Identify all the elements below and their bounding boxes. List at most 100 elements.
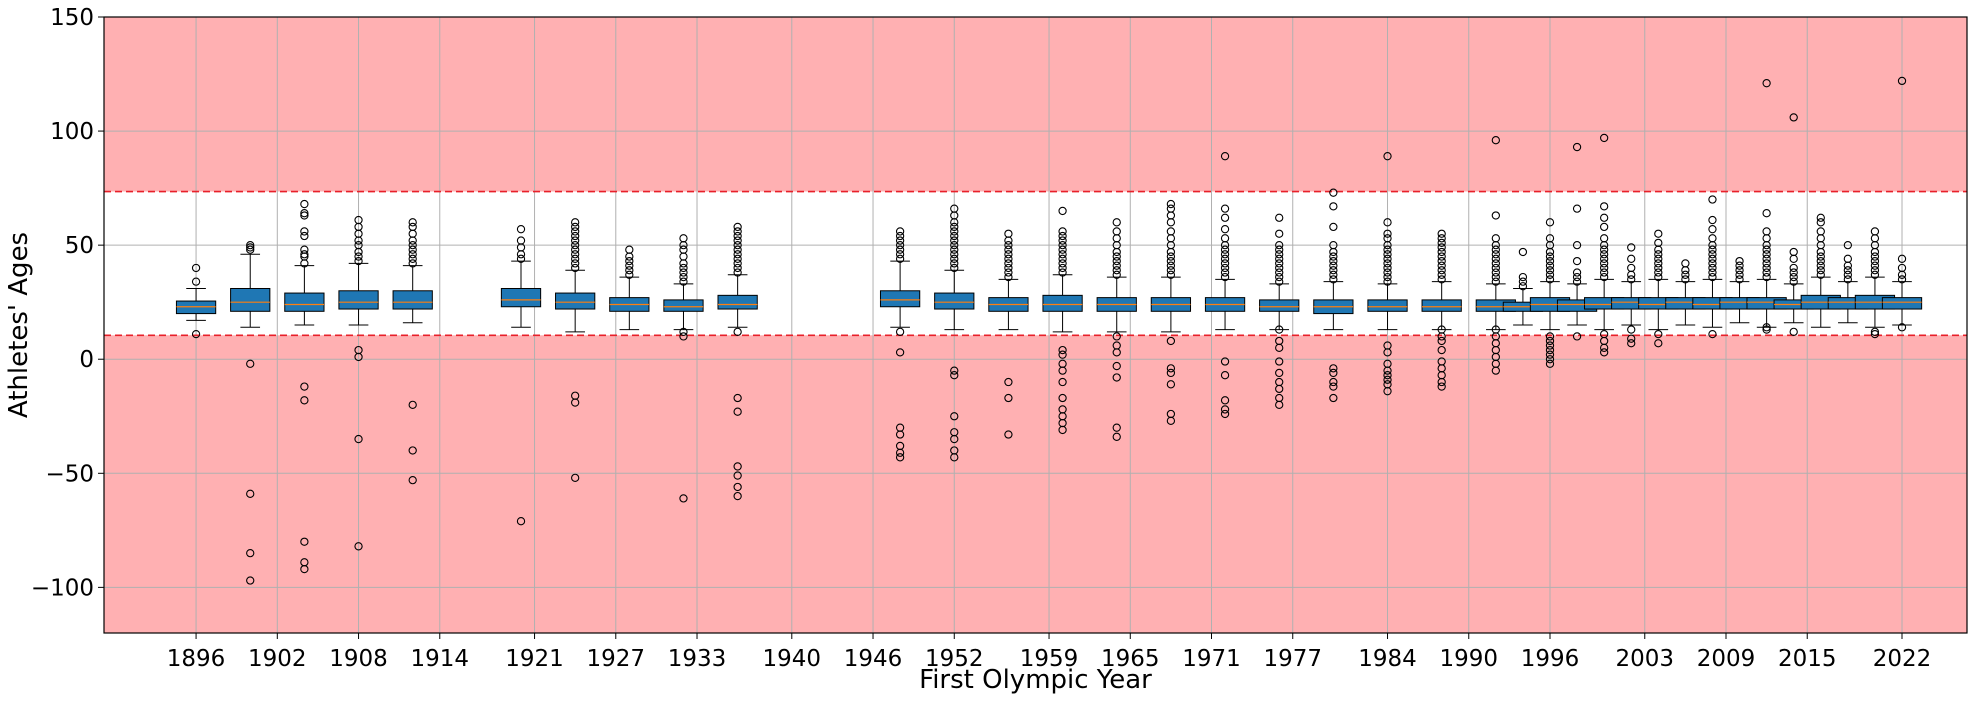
outlier-point (1735, 256, 1744, 266)
outlier-point (1599, 133, 1609, 143)
outlier-point (1383, 272, 1392, 282)
outlier-point (1166, 199, 1176, 209)
outlier-point (950, 259, 959, 268)
outlier-point (1870, 256, 1880, 266)
outlier-point (1816, 213, 1825, 222)
outlier-point (1491, 263, 1500, 273)
outlier-point (1275, 245, 1284, 254)
outlier-point (733, 250, 742, 259)
outlier-point (1329, 188, 1338, 197)
outlier-point (1708, 263, 1717, 273)
outlier-point (1220, 250, 1230, 259)
outlier-point (1166, 380, 1176, 389)
outlier-point (679, 245, 688, 254)
outlier-point (679, 277, 688, 286)
outlier-point (516, 236, 526, 245)
outlier-point (571, 236, 580, 245)
outlier-point (1166, 204, 1176, 213)
outlier-point (1437, 275, 1446, 284)
outlier-point (1708, 195, 1717, 204)
outlier-point (300, 250, 309, 259)
y-tick-label: 150 (50, 5, 94, 31)
outlier-point (1383, 348, 1392, 357)
outlier-point (733, 227, 742, 236)
outlier-point (1329, 368, 1338, 378)
outlier-point (300, 382, 309, 391)
outlier-point (1112, 218, 1121, 227)
outlier-point (1762, 209, 1771, 218)
outlier-point (1166, 364, 1176, 373)
outlier-point (1654, 259, 1663, 268)
outlier-point (1058, 245, 1067, 254)
outlier-point (1762, 263, 1771, 273)
outlier-point (1004, 377, 1013, 387)
outlier-point (1220, 152, 1230, 161)
outlier-point (1112, 423, 1121, 432)
outlier-point (1599, 348, 1609, 357)
outlier-point (950, 371, 959, 380)
outlier-point (950, 231, 959, 241)
outlier-point (571, 231, 580, 241)
outlier-point (1329, 252, 1338, 261)
outlier-point (895, 245, 905, 254)
outlier-point (1329, 275, 1338, 284)
outlier-point (733, 393, 742, 403)
outlier-point (1004, 254, 1013, 263)
outlier-point (1681, 270, 1690, 279)
outlier-point (1166, 368, 1176, 378)
outlier-point (1735, 275, 1744, 284)
outlier-point (1735, 261, 1744, 270)
outlier-point (1545, 252, 1555, 261)
outlier-point (1166, 252, 1176, 261)
outlier-point (1897, 275, 1907, 284)
outlier-point (571, 473, 580, 483)
outlier-point (1112, 348, 1121, 357)
outlier-point (1627, 254, 1636, 263)
outlier-point (1654, 339, 1663, 348)
outlier-point (1491, 259, 1500, 268)
outlier-point (1058, 263, 1067, 273)
outlier-point (1058, 393, 1067, 403)
outlier-point (1762, 323, 1771, 332)
outlier-point (1599, 259, 1609, 268)
outlier-point (1599, 268, 1609, 277)
outlier-point (1816, 256, 1825, 266)
outlier-point (1599, 272, 1609, 282)
outlier-point (733, 491, 742, 501)
outlier-point (1329, 240, 1338, 250)
outlier-point (1708, 268, 1717, 277)
outlier-point (1708, 329, 1717, 339)
outlier-point (625, 266, 634, 275)
outlier-point (1545, 355, 1555, 364)
outlier-point (571, 398, 580, 407)
outlier-point (1572, 256, 1582, 266)
x-tick-label: 1959 (1020, 646, 1079, 672)
outlier-point (625, 270, 634, 279)
outlier-point (408, 475, 417, 485)
outlier-point (1437, 252, 1446, 261)
outlier-point (516, 254, 526, 263)
outlier-point (1572, 204, 1582, 213)
outlier-point (1004, 263, 1013, 273)
outlier-point (1329, 266, 1338, 275)
outlier-point (1681, 259, 1690, 268)
box-1988 (1421, 229, 1462, 391)
outlier-point (354, 434, 363, 444)
box-iqr (500, 287, 542, 308)
outlier-point (571, 263, 580, 273)
x-tick-label: 2015 (1778, 646, 1837, 672)
outlier-point (1220, 272, 1230, 282)
outlier-point (1708, 225, 1717, 234)
outlier-point (1383, 254, 1392, 263)
outlier-point (1383, 277, 1392, 286)
outlier-point (1058, 377, 1067, 387)
outlier-point (1843, 240, 1853, 250)
outlier-point (300, 211, 309, 220)
outlier-point (300, 227, 309, 236)
outlier-point (625, 256, 634, 266)
outlier-point (895, 250, 905, 259)
outlier-point (1166, 416, 1176, 425)
box-1936 (717, 222, 758, 501)
box-1948 (879, 227, 921, 462)
outlier-point (1897, 76, 1907, 86)
